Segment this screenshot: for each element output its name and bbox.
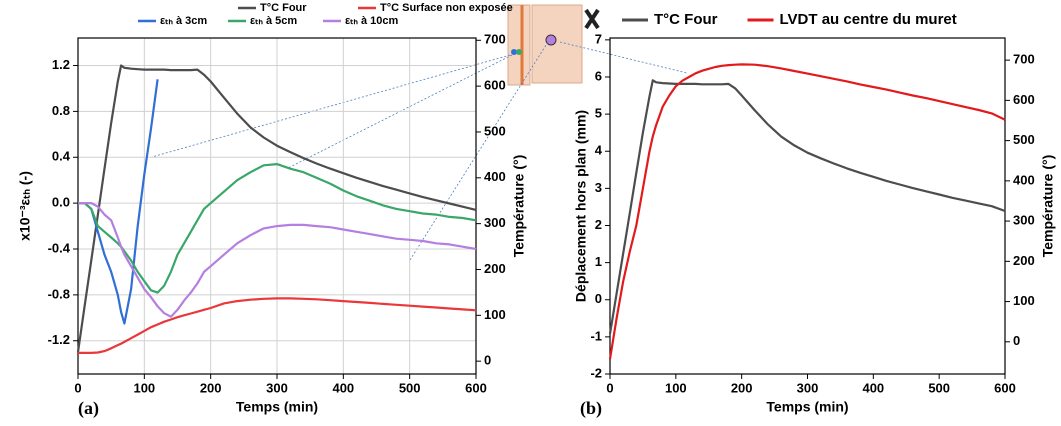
wall-sketch-a [507,4,531,86]
y-tick-label: -1 [590,328,602,343]
plot-frame [77,37,477,375]
y-tick-label: -1.2 [48,332,70,347]
y-tick-label: -0.4 [48,240,71,255]
y2-tick-label: 300 [1013,213,1035,228]
y2-tick-label: 200 [484,261,506,276]
x-tick-label: 400 [862,380,884,395]
legend-label: εₜₕ à 5cm [250,15,297,27]
x-tick-label: 400 [332,380,354,395]
x-tick-label: 0 [74,380,81,395]
panel-label: (a) [78,398,99,419]
panel-label: (b) [580,398,602,419]
y2-tick-label: 700 [484,32,506,47]
y-tick-label: 2 [595,217,602,232]
y2-tick-label: 100 [484,307,506,322]
series-line [76,64,477,353]
legend-label: T°C Surface non exposée [380,2,513,14]
legend-label: εₜₕ à 3cm [160,15,207,27]
y2-tick-label: 400 [484,169,506,184]
y2-tick-label: 0 [1013,333,1020,348]
y2-tick-label: 600 [484,78,506,93]
x-tick-label: 200 [731,380,753,395]
y2-axis-title: Température (°) [1040,155,1056,258]
legend-label: LVDT au centre du muret [780,11,957,28]
x-tick-label: 200 [200,380,222,395]
series-line [608,79,1006,334]
y-tick-label: 0 [595,291,602,306]
y2-tick-label: 400 [1013,172,1035,187]
legend-label: T°C Four [654,11,718,28]
y-tick-label: 4 [595,143,603,158]
y2-axis-title: Température (°) [511,155,527,258]
x-tick-label: 0 [606,380,613,395]
x-tick-label: 600 [994,380,1016,395]
series-line [78,79,159,325]
y-tick-label: 1 [595,254,602,269]
y-axis-title: Déplacement hors plan (mm) [573,110,589,302]
series-line [78,202,477,318]
y2-tick-label: 200 [1013,253,1035,268]
x-tick-label: 100 [133,380,155,395]
x-tick-label: 100 [665,380,687,395]
x-tick-label: 500 [928,380,950,395]
legend-label: εₜₕ à 10cm [345,15,398,27]
x-tick-label: 300 [266,380,288,395]
y-tick-label: 7 [595,31,602,46]
series-line [608,63,1006,360]
y2-tick-label: 100 [1013,293,1035,308]
legend-label: T°C Four [260,2,307,14]
x-axis-title: Temps (min) [766,399,848,415]
y-tick-label: -2 [590,365,602,380]
y-tick-label: 5 [595,106,602,121]
y2-tick-label: 500 [1013,132,1035,147]
x-tick-label: 500 [399,380,421,395]
y-tick-label: 1.2 [52,57,70,72]
y2-tick-label: 600 [1013,92,1035,107]
x-axis-title: Temps (min) [236,399,318,415]
y2-tick-label: 700 [1013,52,1035,67]
y2-tick-label: 300 [484,215,506,230]
y-tick-label: 0.8 [52,103,70,118]
y-axis-title: x10⁻³εₜₕ (-) [17,171,33,241]
y2-tick-label: 500 [484,123,506,138]
y2-tick-label: 0 [484,353,491,368]
wall-sketch-b [531,4,600,84]
y-tick-label: -0.8 [48,286,70,301]
plot-frame [609,37,1006,375]
y-tick-label: 0.0 [52,195,70,210]
y-tick-label: 6 [595,68,602,83]
x-tick-label: 600 [465,380,487,395]
series-line [78,297,477,354]
y-tick-label: 3 [595,180,602,195]
y-tick-label: 0.4 [52,149,71,164]
x-tick-label: 300 [797,380,819,395]
